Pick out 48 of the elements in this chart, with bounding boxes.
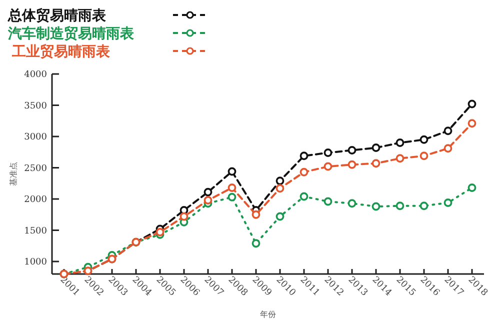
text: 总体贸易晴雨表: [7, 6, 107, 24]
point: [324, 148, 332, 157]
point: [324, 162, 332, 171]
point: [396, 154, 404, 163]
point: [444, 144, 452, 153]
point: [228, 167, 236, 176]
y-tick-label: 1500: [24, 226, 48, 236]
point: [324, 197, 332, 206]
point: [444, 198, 452, 207]
text: 工业贸易晴雨表: [11, 42, 111, 60]
point: [444, 126, 452, 136]
point: [204, 196, 212, 204]
point: [276, 176, 284, 186]
point: [348, 160, 356, 169]
point: [396, 138, 404, 147]
point: [468, 100, 476, 108]
point: [180, 212, 188, 221]
text: 汽车制造贸易晴雨表: [7, 24, 135, 42]
point: [348, 146, 356, 154]
point: [420, 202, 428, 210]
point: [468, 184, 476, 192]
y-tick-label: 3500: [24, 101, 48, 112]
y-tick-label: 2500: [24, 164, 48, 174]
point: [468, 119, 476, 128]
point: [252, 210, 260, 219]
y-tick-label: 1000: [24, 258, 48, 268]
point: [276, 212, 284, 221]
point: [372, 159, 380, 168]
point: [204, 188, 212, 196]
point: [228, 192, 236, 202]
point: [300, 152, 308, 160]
point: [228, 184, 236, 192]
y-tick-label: 4000: [24, 70, 48, 80]
point: [372, 202, 380, 211]
y-axis-title: 基准点: [9, 162, 18, 186]
point: [300, 168, 308, 176]
point: [156, 228, 164, 236]
x-axis-title: 年份: [260, 310, 276, 319]
point: [348, 199, 356, 208]
y-tick-label: 3000: [24, 132, 48, 143]
point: [420, 152, 428, 160]
point: [300, 192, 308, 201]
y-tick-label: 2000: [24, 195, 48, 206]
point: [420, 135, 428, 144]
point: [396, 202, 404, 210]
point: [372, 144, 380, 152]
point: [252, 239, 260, 248]
point: [276, 184, 284, 193]
